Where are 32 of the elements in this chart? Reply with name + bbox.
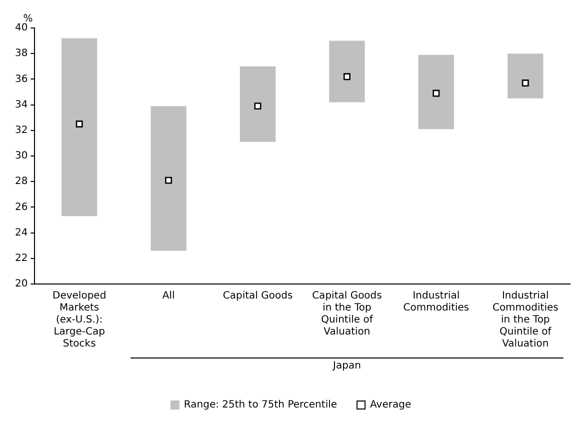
legend-label: Range: 25th to 75th Percentile: [184, 400, 338, 411]
y-tick-label: 30: [14, 150, 28, 162]
y-tick-label: 28: [14, 176, 28, 188]
point: [76, 120, 83, 128]
y-tick-label: 34: [14, 99, 28, 110]
y-tick-label: 26: [14, 202, 28, 213]
y-tick-label: 36: [14, 74, 28, 85]
legend-label: Average: [370, 400, 412, 411]
bar: [61, 38, 98, 216]
x-tick-label: Capital Goods: [222, 290, 293, 302]
bar: [150, 106, 186, 251]
y-tick-label: 22: [14, 252, 28, 264]
point: [522, 80, 529, 87]
y-tick-label: 40: [14, 22, 28, 34]
x-tick-label: Developed Markets (ex-U.S.): Large-Cap Stocks: [52, 290, 106, 350]
x-tick-label: All: [162, 290, 175, 302]
bar: [418, 54, 454, 130]
bar: [329, 40, 365, 102]
point: [254, 102, 262, 110]
point: [165, 176, 172, 184]
x-tick-label: Industrial Commodities in the Top Quintile of Valuation: [492, 290, 558, 350]
y-tick-label: 32: [14, 124, 28, 136]
point: [343, 73, 350, 80]
bar: [240, 66, 276, 142]
y-tick-label: 38: [14, 48, 28, 60]
y-tick-label: 24: [14, 227, 28, 238]
x-tick-label: Capital Goods in the Top Quintile of Valuation: [312, 290, 382, 338]
x-tick-label: Industrial Commodities: [403, 290, 470, 314]
bar: [508, 54, 544, 98]
text: Japan: [332, 360, 361, 372]
y-tick-label: 20: [14, 278, 28, 290]
point: [432, 90, 440, 97]
